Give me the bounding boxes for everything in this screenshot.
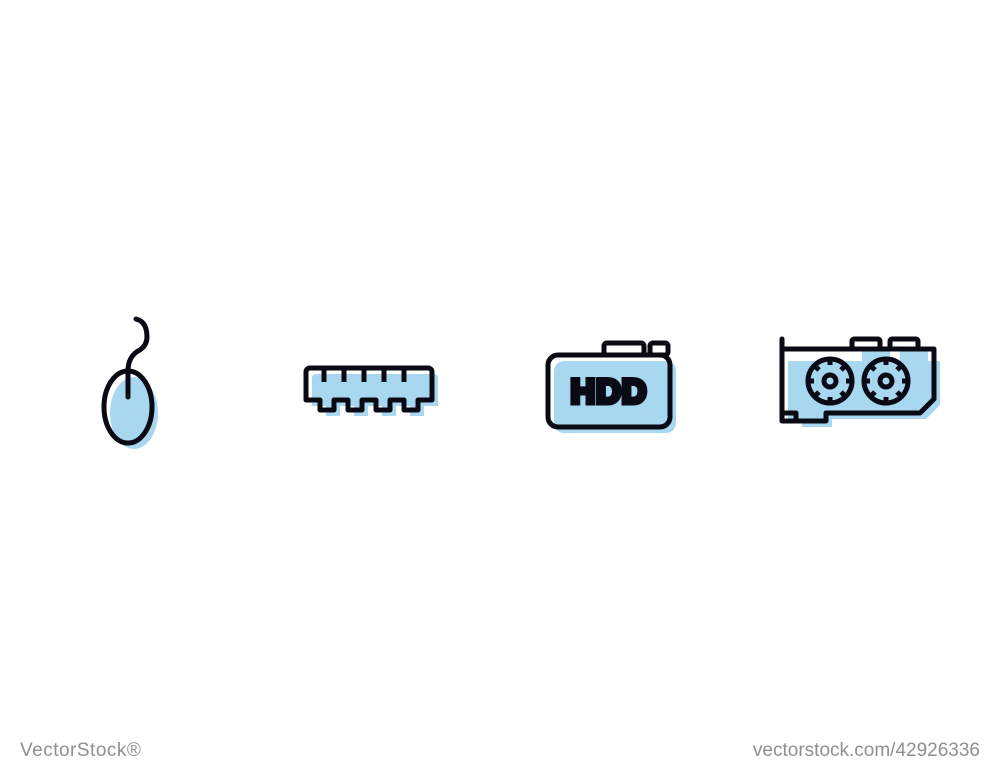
mouse-icon [40,310,240,470]
watermark-brand: VectorStock® [20,740,141,762]
gpu-icon [760,310,960,470]
hdd-label: HDD [571,373,648,411]
watermark-id: vectorstock.com/42926336 [753,740,980,762]
ram-icon [280,310,480,470]
hdd-icon: HDD [520,310,720,470]
icon-row: HDD [0,310,1000,470]
